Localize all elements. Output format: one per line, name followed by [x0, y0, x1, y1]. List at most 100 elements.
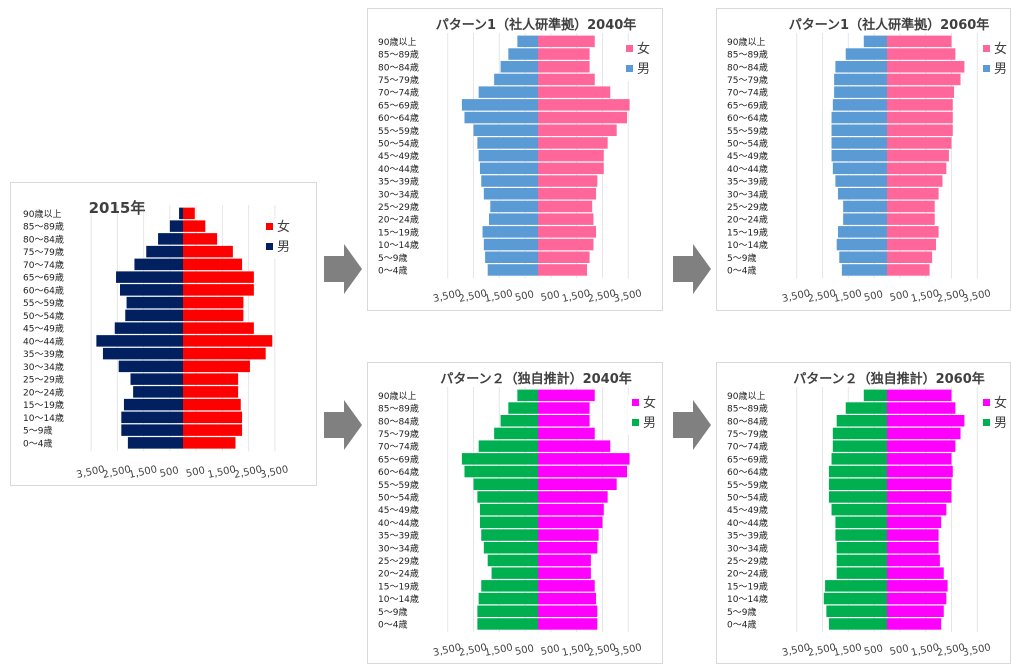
- bar-female: [887, 402, 956, 414]
- bar-female: [887, 111, 953, 124]
- bar-male: [832, 427, 887, 440]
- bar-male: [134, 258, 183, 271]
- bar-male: [478, 592, 538, 605]
- bar-male: [831, 124, 887, 136]
- bar-male: [116, 271, 183, 283]
- bar-male: [836, 554, 887, 567]
- age-label: 5〜9歳: [23, 425, 52, 437]
- x-tick-label: 500: [540, 289, 561, 304]
- age-label: 10〜14歳: [727, 239, 768, 251]
- bar-male: [481, 529, 538, 541]
- bar-male: [479, 162, 538, 175]
- age-label: 25〜29歳: [23, 374, 64, 386]
- bar-female: [538, 491, 608, 503]
- legend-swatch: [626, 45, 633, 52]
- age-label: 5〜9歳: [727, 606, 756, 618]
- bar-female: [538, 149, 604, 162]
- age-label: 0〜4歳: [727, 618, 756, 630]
- age-label: 80〜84歳: [23, 233, 64, 245]
- x-tick-label: 500: [889, 643, 910, 658]
- chart-pattern2-2040: 0〜4歳 5〜9歳 10〜14歳 15〜19歳 20〜24歳 25〜29歳 30〜34歳 35…: [367, 362, 663, 664]
- age-label: 60〜64歳: [727, 466, 768, 478]
- bar-female: [538, 162, 604, 175]
- bar-male: [464, 465, 538, 478]
- age-label: 80〜84歳: [727, 415, 768, 427]
- age-label: 30〜34歳: [378, 542, 419, 554]
- bar-male: [477, 491, 538, 503]
- bar-female: [538, 567, 591, 579]
- bar-male: [481, 175, 538, 187]
- bar-male: [127, 437, 183, 449]
- legend-label: 女: [643, 395, 656, 411]
- bar-male: [121, 424, 183, 436]
- age-label: 20〜24歳: [378, 568, 419, 580]
- bar-female: [887, 238, 937, 251]
- legend-label: 男: [277, 240, 290, 255]
- bar-female: [538, 175, 598, 187]
- chart-2015: 0〜4歳 5〜9歳 10〜14歳 15〜19歳 20〜24歳 25〜29歳 30〜34歳 35…: [10, 182, 317, 486]
- bar-female: [538, 86, 611, 98]
- bar-female: [538, 188, 597, 200]
- bar-female: [538, 99, 630, 111]
- bar-male: [478, 149, 538, 162]
- legend-swatch: [983, 399, 990, 406]
- age-label: 0〜4歳: [378, 618, 407, 630]
- arrow-right-icon: [324, 244, 362, 294]
- bar-male: [836, 567, 887, 579]
- x-tick-label: 500: [185, 465, 206, 480]
- age-label: 35〜39歳: [727, 530, 768, 542]
- legend-swatch: [266, 243, 273, 250]
- bar-female: [183, 411, 243, 424]
- bar-female: [538, 213, 594, 225]
- bar-female: [887, 389, 952, 402]
- bar-male: [828, 491, 887, 503]
- legend-swatch: [632, 399, 639, 406]
- chart-pattern2-2060: 0〜4歳 5〜9歳 10〜14歳 15〜19歳 20〜24歳 25〜29歳 30〜34歳 35…: [716, 362, 1011, 664]
- age-label: 15〜19歳: [727, 580, 768, 592]
- bar-male: [125, 309, 183, 322]
- age-label: 65〜69歳: [727, 99, 768, 111]
- age-label: 75〜79歳: [727, 428, 768, 440]
- bar-female: [887, 99, 953, 111]
- age-label: 0〜4歳: [727, 264, 756, 276]
- legend-label: 女: [277, 219, 290, 235]
- bar-female: [538, 35, 595, 48]
- chart-title: パターン1（社人研準拠）2060年: [789, 17, 990, 33]
- bar-female: [538, 226, 597, 238]
- bar-male: [483, 542, 538, 554]
- age-label: 40〜44歳: [378, 517, 419, 529]
- bar-female: [887, 491, 952, 503]
- age-label: 70〜74歳: [378, 441, 419, 453]
- bar-male: [843, 200, 887, 213]
- pyramid-svg: 0〜4歳5〜9歳10〜14歳15〜19歳20〜24歳25〜29歳30〜34歳35…: [727, 371, 1010, 659]
- bar-male: [483, 188, 538, 200]
- bar-female: [887, 427, 961, 440]
- bar-female: [887, 580, 948, 592]
- bar-female: [183, 386, 239, 398]
- age-label: 30〜34歳: [23, 361, 64, 373]
- age-label: 20〜24歳: [727, 214, 768, 226]
- bar-male: [832, 99, 887, 111]
- bar-male: [828, 478, 887, 490]
- bar-female: [183, 398, 241, 411]
- age-label: 15〜19歳: [378, 580, 419, 592]
- arrow-right-icon: [324, 400, 362, 450]
- age-label: 10〜14歳: [727, 593, 768, 605]
- bar-male: [102, 347, 183, 360]
- age-label: 0〜4歳: [378, 264, 407, 276]
- legend-swatch: [632, 419, 639, 426]
- bar-male: [845, 48, 887, 60]
- bar-female: [538, 200, 593, 213]
- age-label: 35〜39歳: [23, 348, 64, 360]
- bar-female: [887, 124, 953, 136]
- age-label: 35〜39歳: [727, 176, 768, 188]
- bar-female: [887, 86, 955, 98]
- bar-male: [835, 529, 887, 541]
- age-label: 5〜9歳: [727, 252, 756, 264]
- bar-female: [183, 207, 195, 220]
- bar-female: [183, 233, 218, 245]
- pyramid-svg: 0〜4歳5〜9歳10〜14歳15〜19歳20〜24歳25〜29歳30〜34歳35…: [23, 199, 302, 481]
- bar-female: [887, 542, 939, 554]
- bar-male: [461, 453, 538, 465]
